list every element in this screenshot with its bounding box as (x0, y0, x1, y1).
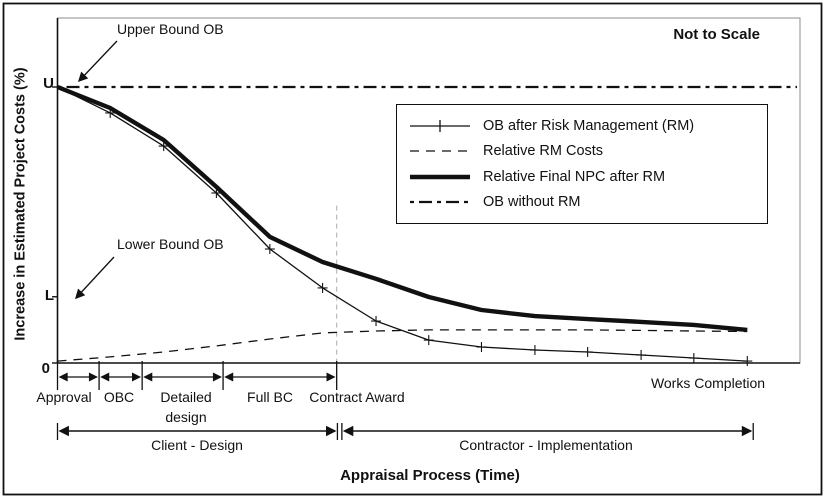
legend-label-npc-after-rm: Relative Final NPC after RM (483, 168, 666, 185)
dashdot-line-swatch-icon (410, 201, 470, 204)
timeline-group (56, 361, 754, 440)
phase-label-approval: Approval (36, 389, 92, 405)
phase-label-full-bc: Full BC (247, 389, 293, 405)
legend-label-ob-after-rm: OB after Risk Management (RM) (483, 117, 695, 134)
span-label-client-design: Client - Design (151, 437, 243, 453)
not-to-scale-note: Not to Scale (673, 26, 760, 43)
milestone-label-works-completion: Works Completion (650, 375, 766, 391)
milestone-label-contract-award: Contract Award (309, 389, 405, 405)
npc-after-rm-line (56, 84, 748, 333)
thick-line-swatch-icon (410, 174, 470, 180)
phase-label-obc: OBC (103, 389, 135, 405)
phase-label-detailed-design: Detailed design (160, 389, 212, 425)
dashed-line-swatch-icon (410, 150, 470, 152)
thin-plus-line-swatch-icon (410, 119, 470, 132)
legend-item-npc-after-rm: Relative Final NPC after RM (409, 168, 755, 186)
upper-bound-arrow (77, 40, 118, 83)
legend-item-ob-without-rm: OB without RM (409, 193, 755, 211)
y-marker-zero: 0 (41, 360, 50, 377)
span-label-contractor-implementation: Contractor - Implementation (459, 437, 633, 453)
lower-bound-arrow (75, 256, 115, 300)
legend-item-ob-after-rm: OB after Risk Management (RM) (409, 117, 755, 135)
y-marker-lower: L (44, 287, 54, 304)
series-group (56, 84, 797, 367)
legend-label-ob-without-rm: OB without RM (483, 194, 581, 211)
legend: OB after Risk Management (RM) Relative R… (396, 104, 768, 224)
rm-costs-line (57, 329, 748, 362)
legend-item-rm-costs: Relative RM Costs (409, 142, 755, 160)
y-axis-label: Increase in Estimated Project Costs (%) (12, 67, 29, 341)
x-axis-title: Appraisal Process (Time) (340, 467, 520, 484)
y-marker-upper: U (43, 75, 54, 92)
ob-after-rm-line (57, 86, 748, 362)
upper-bound-annotation: Upper Bound OB (117, 21, 224, 37)
legend-label-rm-costs: Relative RM Costs (483, 143, 604, 160)
lower-bound-annotation: Lower Bound OB (117, 236, 224, 252)
